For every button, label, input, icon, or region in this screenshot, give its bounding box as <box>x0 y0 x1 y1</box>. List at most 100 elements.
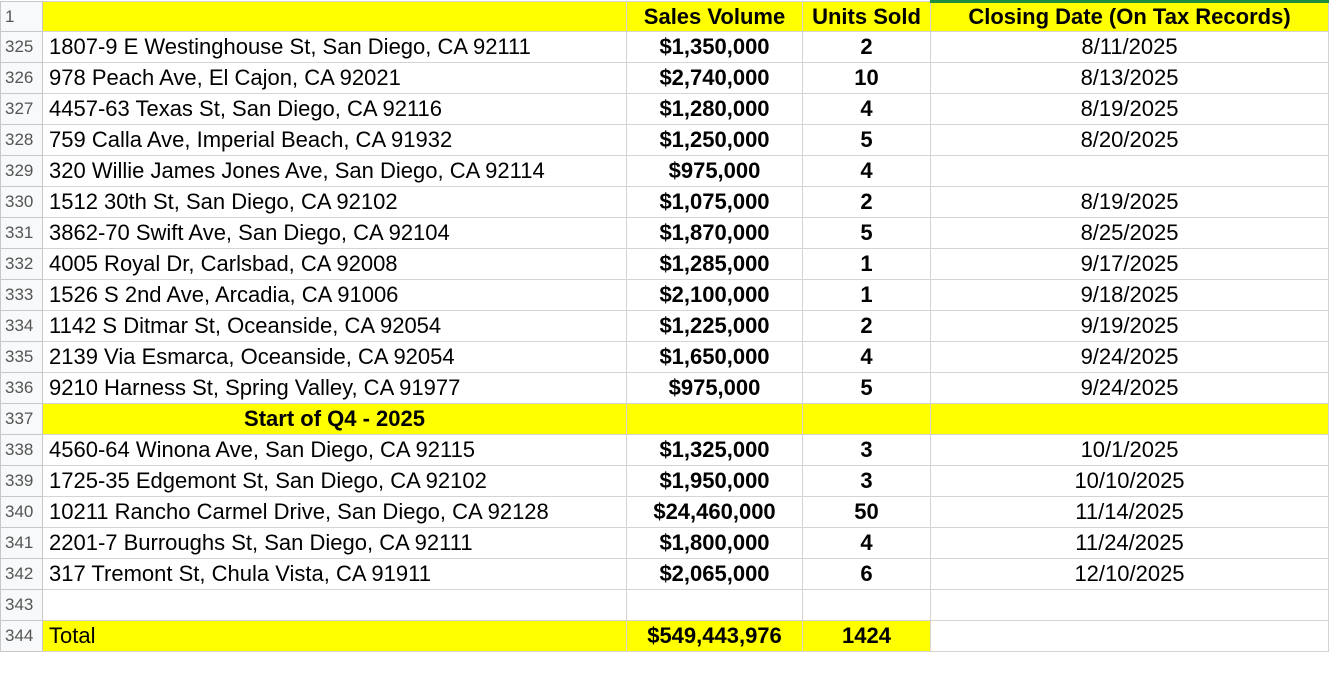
cell-sales-volume[interactable]: $1,285,000 <box>626 248 803 280</box>
row-header[interactable]: 329 <box>0 155 43 187</box>
cell-closing-date[interactable]: 10/1/2025 <box>930 434 1329 466</box>
cell-closing-date[interactable]: 9/19/2025 <box>930 310 1329 342</box>
row-header[interactable]: 331 <box>0 217 43 249</box>
cell-empty[interactable] <box>930 620 1329 652</box>
total-units-sold[interactable]: 1424 <box>802 620 931 652</box>
cell-units-sold[interactable]: 6 <box>802 558 931 590</box>
cell-closing-date[interactable]: 8/19/2025 <box>930 93 1329 125</box>
cell-closing-date[interactable]: 9/24/2025 <box>930 372 1329 404</box>
cell-address[interactable]: 3862-70 Swift Ave, San Diego, CA 92104 <box>42 217 627 249</box>
cell-address[interactable]: 1512 30th St, San Diego, CA 92102 <box>42 186 627 218</box>
cell-empty[interactable] <box>626 589 803 621</box>
cell-sales-volume[interactable]: $2,740,000 <box>626 62 803 94</box>
cell-closing-date[interactable] <box>930 155 1329 187</box>
cell-sales-volume[interactable]: $24,460,000 <box>626 496 803 528</box>
cell-closing-date[interactable]: 8/19/2025 <box>930 186 1329 218</box>
cell-address[interactable]: 317 Tremont St, Chula Vista, CA 91911 <box>42 558 627 590</box>
row-header[interactable]: 344 <box>0 620 43 652</box>
row-header[interactable]: 340 <box>0 496 43 528</box>
cell-sales-volume[interactable]: $1,075,000 <box>626 186 803 218</box>
cell-address[interactable]: 2139 Via Esmarca, Oceanside, CA 92054 <box>42 341 627 373</box>
cell-units-sold[interactable]: 4 <box>802 341 931 373</box>
cell-header-sales-volume[interactable]: Sales Volume <box>626 1 803 32</box>
cell-sales-volume[interactable]: $2,100,000 <box>626 279 803 311</box>
cell-units-sold[interactable]: 1 <box>802 248 931 280</box>
cell-units-sold[interactable]: 4 <box>802 527 931 559</box>
row-header[interactable]: 335 <box>0 341 43 373</box>
cell-sales-volume[interactable]: $2,065,000 <box>626 558 803 590</box>
cell-closing-date[interactable]: 9/17/2025 <box>930 248 1329 280</box>
row-header[interactable]: 330 <box>0 186 43 218</box>
cell-closing-date[interactable]: 11/14/2025 <box>930 496 1329 528</box>
row-header[interactable]: 334 <box>0 310 43 342</box>
cell-units-sold[interactable]: 5 <box>802 124 931 156</box>
cell-units-sold[interactable]: 5 <box>802 372 931 404</box>
cell-address[interactable]: 759 Calla Ave, Imperial Beach, CA 91932 <box>42 124 627 156</box>
cell-units-sold[interactable]: 50 <box>802 496 931 528</box>
cell-sales-volume[interactable]: $1,250,000 <box>626 124 803 156</box>
row-header[interactable]: 327 <box>0 93 43 125</box>
cell-header-closing-date[interactable]: Closing Date (On Tax Records) <box>930 0 1329 32</box>
row-header[interactable]: 332 <box>0 248 43 280</box>
cell-sales-volume[interactable]: $1,950,000 <box>626 465 803 497</box>
total-label[interactable]: Total <box>42 620 627 652</box>
cell-sales-volume[interactable]: $1,225,000 <box>626 310 803 342</box>
cell-closing-date[interactable]: 10/10/2025 <box>930 465 1329 497</box>
cell-address[interactable]: 978 Peach Ave, El Cajon, CA 92021 <box>42 62 627 94</box>
cell-units-sold[interactable]: 1 <box>802 279 931 311</box>
cell-units-sold[interactable]: 4 <box>802 155 931 187</box>
cell-units-sold[interactable]: 5 <box>802 217 931 249</box>
cell-units-sold[interactable]: 2 <box>802 310 931 342</box>
cell-sales-volume[interactable]: $1,280,000 <box>626 93 803 125</box>
cell-address[interactable]: 1526 S 2nd Ave, Arcadia, CA 91006 <box>42 279 627 311</box>
cell-closing-date[interactable]: 8/11/2025 <box>930 31 1329 63</box>
cell-closing-date[interactable]: 8/13/2025 <box>930 62 1329 94</box>
cell-closing-date[interactable]: 9/24/2025 <box>930 341 1329 373</box>
cell-address[interactable]: 4005 Royal Dr, Carlsbad, CA 92008 <box>42 248 627 280</box>
cell-units-sold[interactable]: 4 <box>802 93 931 125</box>
cell-closing-date[interactable]: 12/10/2025 <box>930 558 1329 590</box>
cell-closing-date[interactable]: 8/25/2025 <box>930 217 1329 249</box>
row-header[interactable]: 325 <box>0 31 43 63</box>
row-header[interactable]: 343 <box>0 589 43 621</box>
cell-empty[interactable] <box>930 589 1329 621</box>
cell-units-sold[interactable]: 10 <box>802 62 931 94</box>
cell-sales-volume[interactable]: $1,325,000 <box>626 434 803 466</box>
cell-sales-volume[interactable]: $1,350,000 <box>626 31 803 63</box>
cell-units-sold[interactable]: 2 <box>802 31 931 63</box>
cell-empty[interactable] <box>930 403 1329 435</box>
total-sales-volume[interactable]: $549,443,976 <box>626 620 803 652</box>
row-header[interactable]: 326 <box>0 62 43 94</box>
row-header[interactable]: 339 <box>0 465 43 497</box>
cell-address[interactable]: 2201-7 Burroughs St, San Diego, CA 92111 <box>42 527 627 559</box>
cell-sales-volume[interactable]: $1,870,000 <box>626 217 803 249</box>
cell-address[interactable]: 320 Willie James Jones Ave, San Diego, C… <box>42 155 627 187</box>
row-header[interactable]: 337 <box>0 403 43 435</box>
cell-closing-date[interactable]: 11/24/2025 <box>930 527 1329 559</box>
row-header[interactable]: 333 <box>0 279 43 311</box>
cell-sales-volume[interactable]: $975,000 <box>626 155 803 187</box>
cell-address[interactable]: 9210 Harness St, Spring Valley, CA 91977 <box>42 372 627 404</box>
row-header[interactable]: 342 <box>0 558 43 590</box>
cell-empty[interactable] <box>802 403 931 435</box>
cell-units-sold[interactable]: 2 <box>802 186 931 218</box>
cell-closing-date[interactable]: 9/18/2025 <box>930 279 1329 311</box>
cell-empty[interactable] <box>626 403 803 435</box>
cell-address[interactable]: 4560-64 Winona Ave, San Diego, CA 92115 <box>42 434 627 466</box>
cell-address[interactable]: 1807-9 E Westinghouse St, San Diego, CA … <box>42 31 627 63</box>
cell-units-sold[interactable]: 3 <box>802 465 931 497</box>
cell-empty[interactable] <box>802 589 931 621</box>
cell-sales-volume[interactable]: $1,650,000 <box>626 341 803 373</box>
cell-empty[interactable] <box>42 589 627 621</box>
cell-closing-date[interactable]: 8/20/2025 <box>930 124 1329 156</box>
cell-sales-volume[interactable]: $1,800,000 <box>626 527 803 559</box>
cell-header-a[interactable] <box>42 1 627 32</box>
q4-label[interactable]: Start of Q4 - 2025 <box>42 403 627 435</box>
cell-address[interactable]: 10211 Rancho Carmel Drive, San Diego, CA… <box>42 496 627 528</box>
row-header[interactable]: 328 <box>0 124 43 156</box>
row-header[interactable]: 341 <box>0 527 43 559</box>
row-header[interactable]: 1 <box>0 1 43 32</box>
row-header[interactable]: 338 <box>0 434 43 466</box>
cell-header-units-sold[interactable]: Units Sold <box>802 1 931 32</box>
cell-units-sold[interactable]: 3 <box>802 434 931 466</box>
